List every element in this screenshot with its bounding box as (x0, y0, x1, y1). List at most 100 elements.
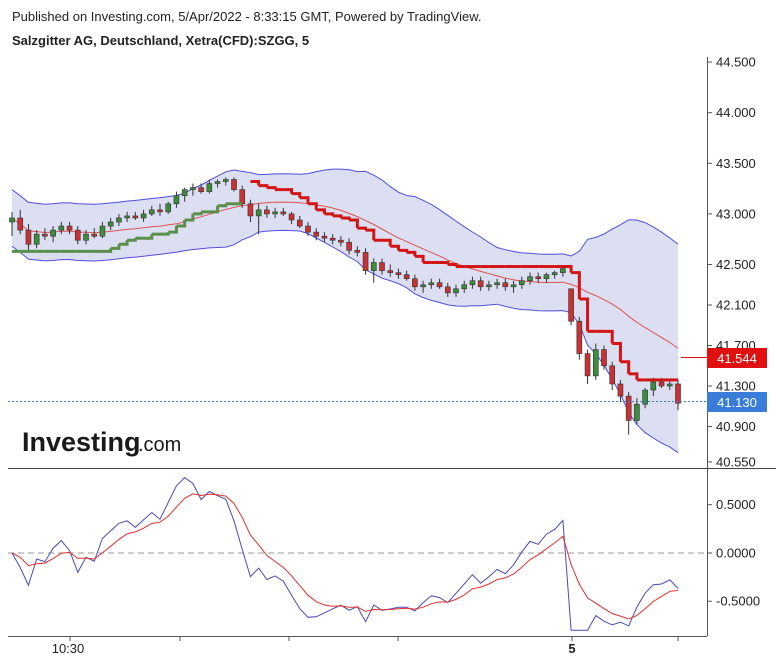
candle-body (206, 183, 213, 192)
candle-body (584, 353, 591, 377)
price-tick-label: 41.300 (716, 379, 756, 394)
candle-body (99, 225, 106, 237)
price-tick-label: 40.900 (716, 419, 756, 434)
candle-body (617, 383, 624, 397)
candle-body (412, 278, 418, 288)
candle-body (642, 389, 648, 405)
candle-body (148, 209, 155, 215)
candle-body (543, 274, 550, 279)
candle-body (428, 282, 435, 286)
candle-body (379, 262, 385, 271)
candle-body (469, 280, 476, 286)
candle-body (362, 252, 369, 271)
candle-body (576, 320, 583, 354)
candle-body (231, 179, 237, 190)
candle-body (551, 272, 558, 275)
time-tick-label: 10:30 (52, 641, 85, 656)
candle-body (568, 288, 574, 322)
candle-body (313, 231, 320, 237)
candle-body (288, 213, 295, 221)
candle-body (9, 217, 15, 223)
candle-body (477, 280, 484, 288)
investing-logo: Investing .com (22, 427, 181, 457)
candle-body (518, 280, 525, 286)
last-price-tag-label: 41.130 (717, 395, 757, 410)
candle-body (329, 237, 336, 241)
price-tick-label: 44.500 (716, 55, 756, 70)
osc-tick-label: -0.5000 (716, 594, 760, 609)
candle-body (165, 203, 172, 213)
candle-body (83, 233, 89, 241)
candle-body (592, 349, 599, 377)
supertrend-segment (562, 265, 573, 273)
candle-body (222, 179, 229, 182)
candle-body (42, 233, 48, 237)
candle-body (395, 272, 402, 275)
candle-body (107, 221, 114, 227)
candle-body (173, 195, 180, 205)
supertrend-segment (127, 238, 137, 242)
candle-body (190, 187, 196, 190)
candle-body (272, 211, 278, 215)
supertrend-segment (176, 219, 187, 228)
supertrend-segment (628, 372, 639, 380)
candle-body (494, 282, 500, 286)
candle-body (181, 189, 188, 196)
candle-body (502, 282, 509, 288)
supertrend-segment (340, 216, 351, 220)
osc-tick-label: 0.0000 (716, 545, 756, 560)
candle-body (124, 215, 130, 219)
candle-body (25, 229, 32, 245)
candle-body (140, 213, 147, 219)
supertrend-segment (160, 232, 170, 236)
supertrend-segment (382, 238, 392, 247)
candle-body (370, 262, 377, 271)
candle-body (91, 233, 98, 237)
candle-body (58, 225, 65, 231)
chart-title: Salzgitter AG, Deutschland, Xetra(CFD):S… (12, 33, 310, 48)
signal-line (11, 493, 679, 620)
candle-body (321, 235, 328, 239)
price-tick-label: 43.500 (716, 156, 756, 171)
candle-body (444, 286, 451, 294)
oscillator-line (11, 476, 679, 631)
candle-body (461, 284, 468, 290)
candle-body (601, 349, 607, 367)
candle-body (486, 284, 492, 288)
band-lower (11, 229, 679, 454)
candle-body (420, 284, 426, 288)
band-upper (11, 168, 679, 257)
supertrend-segment (308, 202, 318, 210)
supertrend-segment (390, 244, 400, 251)
candle-body (510, 284, 517, 288)
supertrend-segment (184, 213, 195, 222)
candle-body (354, 250, 361, 253)
band-mid (11, 201, 679, 349)
candle-body (33, 233, 40, 245)
candle-body (198, 187, 204, 192)
bollinger-band (11, 168, 679, 454)
price-tick-label: 42.500 (716, 257, 756, 272)
price-tick-label: 40.550 (716, 454, 756, 469)
candle-body (650, 381, 657, 391)
candle-body (403, 274, 410, 279)
candle-body (214, 181, 221, 184)
candle-body (132, 215, 139, 219)
osc-tick-label: 0.5000 (716, 497, 756, 512)
candle-body (634, 403, 640, 421)
candle-body (387, 270, 394, 273)
candle-body (255, 209, 262, 217)
oscillator-pane (8, 476, 707, 631)
candle-body (675, 383, 681, 404)
candle-body (338, 239, 344, 243)
candle-body (247, 203, 254, 217)
candle-body (527, 276, 533, 282)
supertrend-segment (612, 341, 622, 362)
supertrend-segment (299, 196, 310, 204)
candle-body (658, 381, 665, 387)
candle-body (436, 282, 443, 288)
supertrend-segment (266, 186, 277, 190)
supertrend-tag-label: 41.544 (717, 351, 757, 366)
price-tick-label: 42.100 (716, 298, 756, 313)
